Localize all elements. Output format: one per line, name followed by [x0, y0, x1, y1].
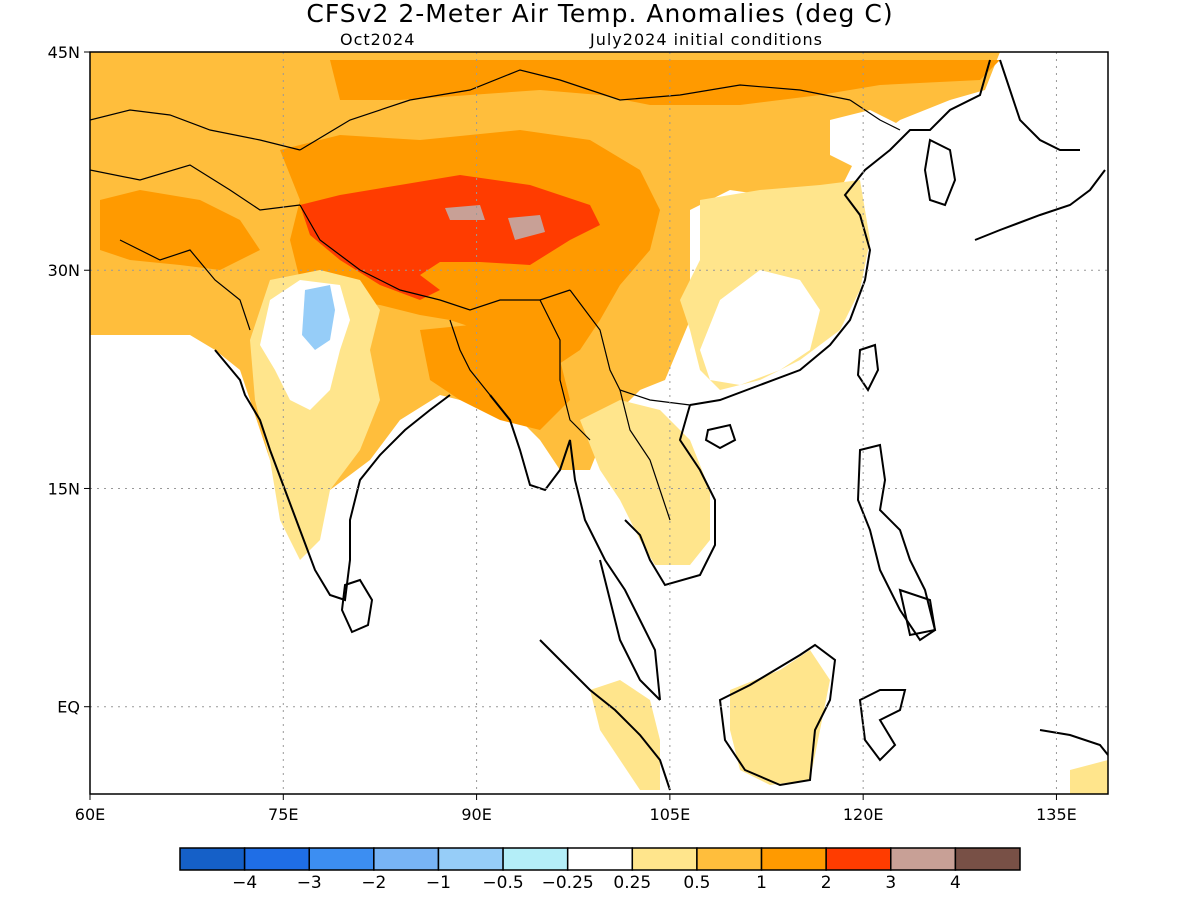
anomaly-region-3-4-a — [445, 205, 485, 220]
lat-tick-label: 45N — [48, 43, 80, 62]
lon-tick-label: 105E — [650, 805, 691, 824]
mindanao-coastline — [898, 588, 937, 637]
colorbar-label: 1 — [756, 873, 767, 893]
map-title: CFSv2 2-Meter Air Temp. Anomalies (deg C… — [306, 0, 894, 28]
colorbar-swatch — [954, 847, 1021, 871]
colorbar-swatch — [890, 847, 957, 871]
indochina-coastline — [624, 404, 716, 587]
india-coastline — [214, 349, 451, 602]
country-borders — [90, 69, 901, 521]
colorbar-label: 4 — [950, 873, 961, 893]
lon-tick-label: 120E — [843, 805, 884, 824]
border-7 — [539, 299, 591, 441]
anomaly-region-1-2-north — [330, 60, 1000, 105]
colorbar-swatch — [825, 847, 892, 871]
colorbar-swatch — [760, 847, 827, 871]
colorbar-label: 0.5 — [683, 873, 710, 893]
malay-peninsula-coastline — [599, 559, 661, 701]
lon-tick-label: 60E — [75, 805, 105, 824]
colorbar-label: 2 — [821, 873, 832, 893]
colorbar-label: −2 — [361, 873, 386, 893]
anomaly-fields — [90, 52, 1108, 794]
taiwan-coastline — [856, 343, 880, 392]
lat-tick-label: 30N — [48, 261, 80, 280]
colorbar-swatch — [566, 847, 634, 871]
colorbar-label: −3 — [297, 873, 322, 893]
map-frame — [89, 51, 1109, 795]
border-9 — [449, 319, 491, 396]
axis-ticks — [84, 51, 1057, 800]
colorbar — [179, 847, 1021, 871]
anomaly-region-neutral-korea — [830, 110, 920, 170]
colorbar-label: 3 — [885, 873, 896, 893]
philippines-coastline — [856, 443, 937, 642]
china-coastline — [689, 59, 991, 406]
colorbar-swatch — [696, 847, 763, 871]
new-guinea-coastline — [1039, 729, 1108, 756]
lon-tick-label: 90E — [461, 805, 491, 824]
colorbar-label: 0.25 — [613, 873, 651, 893]
colorbar-swatch — [179, 847, 246, 871]
colorbar-swatch — [308, 847, 375, 871]
border-2 — [90, 164, 301, 211]
border-5 — [299, 69, 851, 151]
anomaly-region-0.25-0.5-corner — [1070, 760, 1108, 794]
lat-tick-label: EQ — [57, 698, 80, 717]
bay-of-bengal-east-coastline — [489, 394, 661, 701]
anomaly-region-3-4-b — [508, 215, 545, 240]
colorbar-swatch — [373, 847, 440, 871]
init-conditions-label: July2024 initial conditions — [590, 30, 823, 49]
colorbar-label: −4 — [232, 873, 257, 893]
border-10 — [849, 99, 901, 131]
border-4 — [299, 204, 571, 311]
anomaly-region-negative — [302, 285, 335, 350]
lon-tick-label: 135E — [1036, 805, 1077, 824]
borneo-coastline — [718, 643, 837, 787]
colorbar-swatch — [243, 847, 310, 871]
lon-tick-label: 75E — [268, 805, 298, 824]
valid-month-label: Oct2024 — [340, 30, 416, 49]
sri-lanka-coastline — [340, 578, 374, 634]
colorbar-label: −1 — [426, 873, 451, 893]
coastlines — [214, 59, 1108, 791]
hainan-coastline — [704, 423, 737, 450]
colorbar-swatch — [437, 847, 504, 871]
colorbar-label: −0.5 — [482, 873, 523, 893]
border-3 — [119, 239, 251, 331]
anomaly-region-2-3 — [300, 175, 600, 300]
sumatra-coastline — [539, 639, 671, 791]
colorbar-swatch — [631, 847, 698, 871]
colorbar-swatch — [502, 847, 569, 871]
border-6 — [569, 289, 691, 406]
lat-tick-labels: 45N 30N 15N EQ — [48, 43, 80, 717]
anomaly-region-0.25-0.5-borneo — [730, 650, 830, 785]
border-8 — [619, 389, 671, 521]
sulawesi-coastline — [858, 689, 907, 762]
anomaly-region-0.25-0.5-sumatra — [590, 680, 660, 790]
colorbar-label: −0.25 — [542, 873, 594, 893]
gridlines — [90, 52, 1108, 794]
border-1 — [90, 109, 301, 151]
colorbar-labels: −4 −3 −2 −1 −0.5 −0.25 0.25 0.5 1 2 3 4 — [232, 873, 961, 893]
anomaly-region-1-2-bangladesh — [420, 325, 570, 430]
lat-tick-label: 15N — [48, 479, 80, 498]
korea-coastline — [923, 138, 957, 207]
anomaly-region-neutral-china — [700, 270, 820, 385]
lon-tick-labels: 60E 75E 90E 105E 120E 135E — [75, 805, 1077, 824]
anomaly-region-0.25-0.5-indochina — [580, 400, 710, 565]
japan-coastline — [974, 59, 1106, 241]
